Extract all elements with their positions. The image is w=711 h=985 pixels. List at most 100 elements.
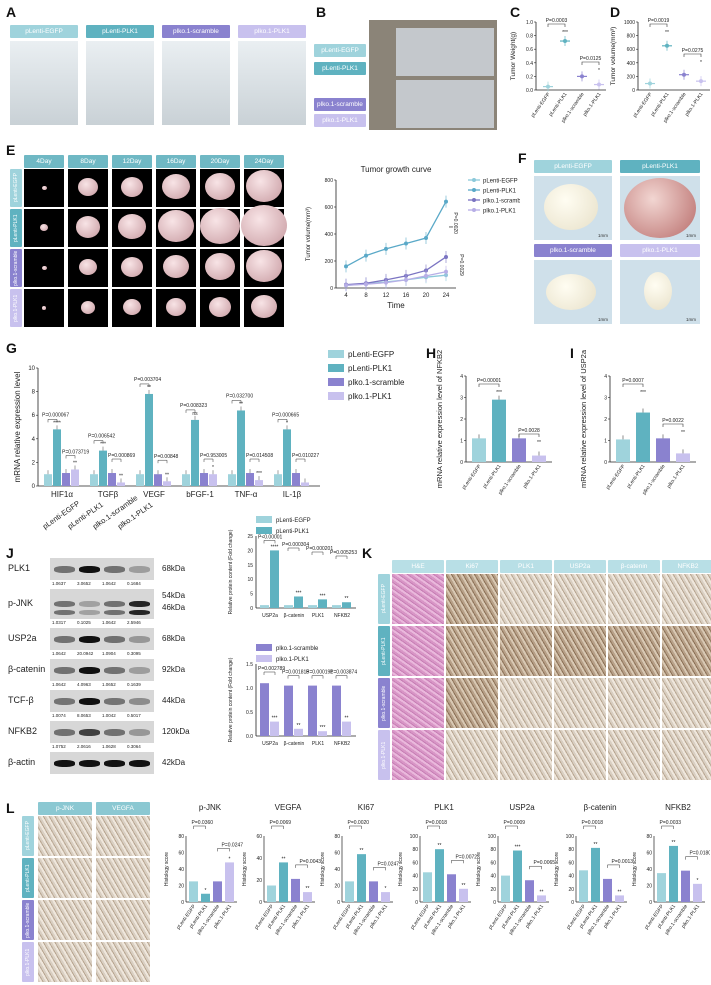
y-tick-label: 15 — [247, 563, 253, 569]
tumor — [41, 265, 47, 270]
scalebar-f-scr: 1mm — [598, 317, 608, 322]
y-axis-label: Tumor Weight(g) — [510, 32, 517, 80]
comparison-bracket — [277, 419, 288, 423]
k-col-header: PLK1 — [500, 560, 552, 573]
y-tick-label: 1000 — [624, 20, 635, 26]
tag-f-egfp: pLenti-EGFP — [534, 160, 612, 173]
band-quant: 1.0642 — [102, 620, 116, 625]
tumor — [246, 250, 282, 283]
y-tick-label: 40 — [490, 874, 496, 880]
significance-label: *** — [296, 590, 302, 596]
histology-image — [446, 574, 498, 624]
bar — [274, 474, 282, 486]
panel-label-k: K — [362, 545, 373, 561]
comparison-bracket — [287, 547, 300, 551]
tumor-tray-lower — [396, 80, 494, 128]
y-tick-label: 100 — [566, 834, 575, 840]
kda-label: 92kDa — [162, 665, 186, 674]
category-label: TNF-α — [235, 490, 258, 499]
y-tick-label: 20 — [568, 887, 574, 893]
p-value-label: P=0.002789 — [258, 666, 285, 672]
significance-label: * — [598, 68, 600, 74]
p-value-label: P=0.001815 — [282, 670, 309, 676]
scalebar-f-egfp: 1mm — [598, 233, 608, 238]
y-tick-label: 25 — [247, 534, 253, 540]
bar-0 — [472, 438, 486, 462]
bar — [591, 847, 600, 902]
subchart-title: NFKB2 — [665, 803, 691, 812]
tumor-image-cell — [200, 249, 240, 287]
significance-label: ** — [73, 460, 77, 466]
y-tick-label: 0.8 — [526, 34, 533, 40]
day-label: 20Day — [200, 155, 240, 168]
row-label-scr: plko.1-scramble — [10, 249, 22, 287]
band-quant: 20.0942 — [77, 651, 94, 656]
ihc-image — [38, 900, 92, 940]
tumor — [121, 177, 143, 197]
bar — [260, 605, 269, 608]
data-point — [563, 39, 567, 44]
y-tick-label: 4 — [604, 374, 607, 380]
comparison-bracket — [65, 455, 76, 459]
tumor — [123, 299, 141, 316]
blot-strip — [50, 589, 154, 619]
y-axis-label: Histology score — [242, 852, 248, 886]
y-tick-label: 800 — [325, 178, 334, 184]
category-label: IL-1β — [283, 490, 302, 499]
y-tick-label: 0.0 — [246, 734, 253, 740]
comparison-bracket — [263, 540, 276, 544]
legend-label: plko.1-scramble — [276, 646, 319, 652]
data-point — [444, 269, 448, 274]
chart-g-mrna-expression: 0 2 4 6 8 10 mRNA relative expression level HIF… — [13, 350, 405, 499]
p-value-label: P=0.006542 — [88, 434, 115, 440]
y-axis-label: Histology score — [398, 852, 404, 886]
panel-label-d: D — [610, 4, 621, 20]
comparison-bracket — [287, 675, 300, 679]
bar — [579, 870, 588, 902]
tumor — [163, 255, 189, 279]
ihc-image — [96, 816, 150, 856]
y-tick-label: 80 — [334, 834, 340, 840]
band — [54, 610, 75, 615]
bar — [292, 473, 300, 486]
legend-swatch — [256, 516, 272, 523]
y-tick-label: 4 — [32, 437, 36, 443]
y-axis-label: Tumor volume(mm³) — [610, 27, 617, 86]
day-label: 4Day — [24, 155, 64, 168]
photo-f-egfp: 1mm — [534, 176, 612, 240]
y-tick-label: 20 — [256, 878, 262, 884]
bar — [537, 895, 546, 902]
k-row-label: plko.1-scramble — [378, 678, 390, 728]
k-col-header: Ki67 — [446, 560, 498, 573]
y-axis-label: Histology score — [554, 852, 560, 886]
tumor-image-cell — [241, 205, 287, 247]
p-value-label: P=0.0022 — [662, 418, 684, 424]
chart-j-protein-overexpression: 0 5 10 15 20 25 Relative protein content (Fold… — [228, 516, 357, 619]
bar — [603, 878, 612, 902]
y-axis-label: mRNA relative expression level of USP2a — [579, 350, 588, 488]
tag-f-plk1: pLenti-PLK1 — [620, 160, 700, 173]
histology-image — [662, 626, 711, 676]
band — [54, 601, 75, 607]
significance-label: ** — [537, 440, 541, 446]
y-tick-label: 40 — [178, 867, 184, 873]
tag-a-plk1: pLenti-PLK1 — [86, 25, 154, 38]
mice-photo-egfp — [10, 41, 78, 125]
significance-label: *** — [100, 442, 106, 448]
y-tick-label: 0 — [250, 606, 253, 612]
legend-marker — [472, 188, 476, 192]
protein-label: PLK1 — [8, 563, 31, 573]
bar — [308, 605, 317, 608]
legend-label: pLenti-PLK1 — [348, 364, 393, 373]
band — [54, 697, 75, 705]
y-tick-label: 40 — [568, 874, 574, 880]
band — [79, 565, 100, 573]
panel-label-l: L — [6, 800, 15, 816]
tag-a-egfp: pLenti-EGFP — [10, 25, 78, 38]
significance-label: *** — [496, 390, 502, 396]
row-label-plk1: pLenti-PLK1 — [10, 209, 22, 247]
day-label: 8Day — [68, 155, 108, 168]
significance-label: ** — [345, 716, 349, 722]
tumor — [118, 214, 146, 240]
